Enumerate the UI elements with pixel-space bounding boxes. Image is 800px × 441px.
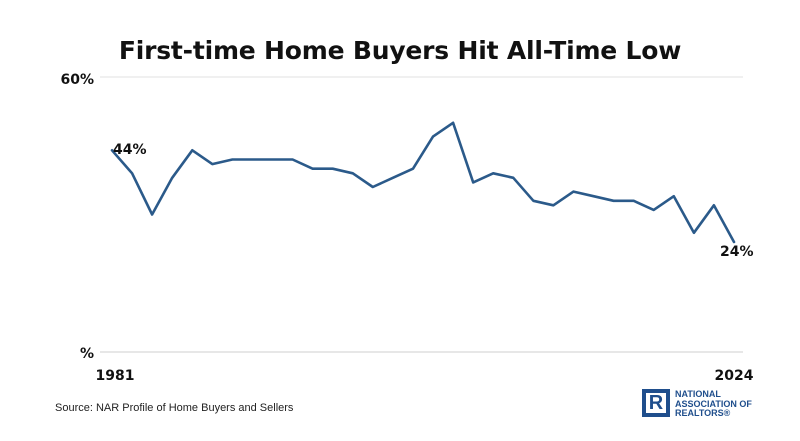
chart-title: First-time Home Buyers Hit All-Time Low xyxy=(118,36,682,65)
end-value-label: 24% xyxy=(720,244,754,260)
logo-text: NATIONAL ASSOCIATION OF REALTORS® xyxy=(675,389,752,418)
nar-logo: R NATIONAL ASSOCIATION OF REALTORS® xyxy=(642,389,777,421)
start-value-label: 44% xyxy=(113,142,147,158)
series-line-0 xyxy=(110,121,736,244)
realtor-r-icon: R xyxy=(642,389,670,417)
source-note: Source: NAR Profile of Home Buyers and S… xyxy=(55,402,294,414)
y-axis-top-label: 60% xyxy=(60,72,94,88)
x-axis-end-label: 2024 xyxy=(715,368,754,384)
x-axis-start-label: 1981 xyxy=(96,368,135,384)
y-axis-bottom-label: % xyxy=(80,346,94,362)
